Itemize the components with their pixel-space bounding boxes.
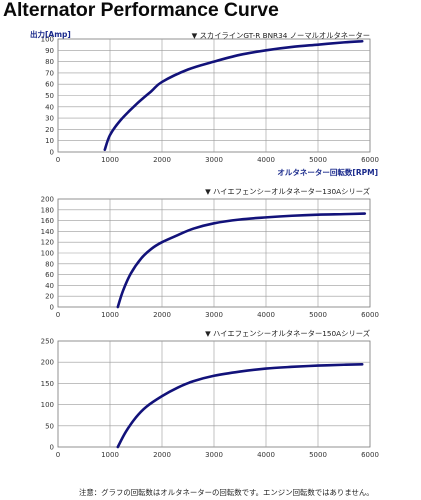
y-tick-label: 60 [45, 81, 54, 89]
page-title: Alternator Performance Curve [3, 0, 279, 21]
y-tick-label: 60 [45, 271, 54, 279]
y-tick-label: 180 [41, 206, 54, 214]
y-tick-label: 80 [45, 58, 54, 66]
y-tick-label: 20 [45, 293, 54, 301]
y-tick-label: 150 [41, 380, 54, 388]
y-tick-label: 160 [41, 217, 54, 225]
y-tick-label: 200 [41, 196, 54, 204]
x-tick-label: 5000 [309, 311, 327, 319]
x-tick-label: 2000 [153, 311, 171, 319]
y-tick-label: 250 [41, 338, 54, 346]
x-tick-label: 5000 [309, 451, 327, 459]
y-tick-label: 100 [41, 401, 54, 409]
y-tick-label: 50 [45, 92, 54, 100]
chart-2: 0 1000 2000 3000 4000 5000 6000 0 20 40 60 80 100 120… [41, 187, 379, 319]
chart-3: 0 1000 2000 3000 4000 5000 6000 0 50 100 150 200 250… [41, 329, 379, 459]
y-tick-label: 0 [50, 304, 54, 312]
x-tick-label: 6000 [361, 156, 379, 164]
y-tick-label: 200 [41, 359, 54, 367]
y-tick-label: 30 [45, 115, 54, 123]
chart-caption: ▼ スカイラインGT-R BNR34 ノーマルオルタネーター [192, 31, 370, 40]
x-tick-label: 3000 [205, 156, 223, 164]
chart-1: 0 1000 2000 3000 4000 5000 6000 0 10 20 30 40 50 60 70… [30, 29, 379, 177]
x-tick-label: 2000 [153, 451, 171, 459]
x-tick-label: 0 [56, 156, 60, 164]
x-tick-label: 2000 [153, 156, 171, 164]
series-line [116, 363, 364, 449]
chart-caption: ▼ ハイエフェンシーオルタネーター150Aシリーズ [205, 329, 370, 338]
y-tick-label: 100 [41, 36, 54, 44]
y-tick-label: 10 [45, 137, 54, 145]
x-tick-label: 4000 [257, 451, 275, 459]
x-tick-label: 4000 [257, 156, 275, 164]
y-tick-label: 80 [45, 260, 54, 268]
y-tick-label: 120 [41, 239, 54, 247]
x-tick-label: 4000 [257, 311, 275, 319]
x-tick-label: 5000 [309, 156, 327, 164]
x-tick-label: 1000 [101, 451, 119, 459]
y-tick-label: 0 [50, 149, 54, 157]
x-tick-label: 0 [56, 451, 60, 459]
y-tick-label: 140 [41, 228, 54, 236]
x-tick-label: 1000 [101, 311, 119, 319]
x-tick-label: 6000 [361, 311, 379, 319]
x-tick-label: 0 [56, 311, 60, 319]
x-tick-label: 6000 [361, 451, 379, 459]
x-tick-label: 3000 [205, 451, 223, 459]
x-tick-label: 1000 [101, 156, 119, 164]
y-tick-label: 40 [45, 103, 54, 111]
series-line [116, 212, 367, 309]
y-tick-label: 100 [41, 250, 54, 258]
y-tick-label: 40 [45, 282, 54, 290]
series-line [103, 39, 364, 152]
footnote: 注意：グラフの回転数はオルタネーターの回転数です。エンジン回転数ではありません。 [79, 488, 374, 497]
y-tick-label: 50 [45, 422, 54, 430]
y-axis-label: 出力[Amp] [30, 29, 71, 39]
x-axis-label: オルタネーター回転数[RPM] [277, 167, 378, 177]
y-tick-label: 20 [45, 126, 54, 134]
x-tick-label: 3000 [205, 311, 223, 319]
chart-caption: ▼ ハイエフェンシーオルタネーター130Aシリーズ [205, 187, 370, 196]
y-tick-label: 0 [50, 444, 54, 452]
y-tick-label: 70 [45, 69, 54, 77]
y-tick-label: 90 [45, 47, 54, 55]
